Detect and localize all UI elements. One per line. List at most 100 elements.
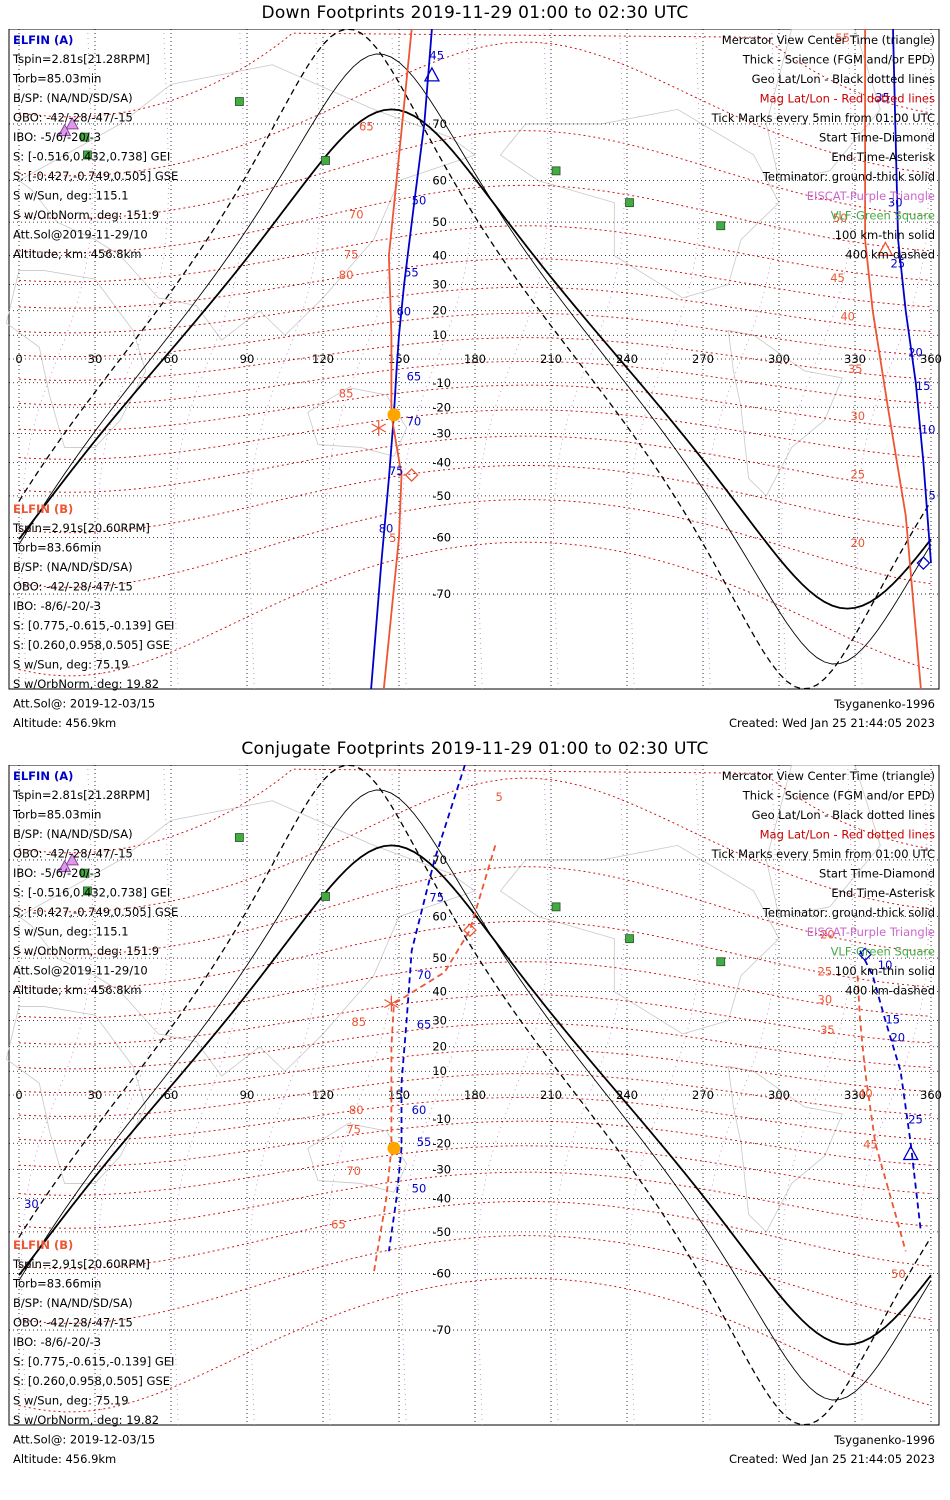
panel-1-title: Down Footprints 2019-11-29 01:00 to 02:3… (261, 3, 689, 23)
x-tick-label: 240 (616, 1088, 638, 1102)
y-tick-label: -10 (432, 376, 451, 390)
landmass-1 (5, 1006, 147, 1184)
mag-longitude-line (21, 29, 93, 690)
landmass-4 (727, 329, 843, 497)
vlf-square (80, 132, 90, 142)
legend-line: Thick - Science (FGM and/or EPD) (742, 789, 935, 803)
elfin-b-info-line: S: [0.260,0.958,0.505] GSE (13, 638, 170, 652)
elfin-a-time-tick: 30 (24, 1197, 39, 1211)
mag-latitude-line (18, 1145, 932, 1196)
mag-longitude-line (249, 29, 321, 690)
legend-line: Mag Lat/Lon - Red dotted lines (760, 92, 935, 106)
mag-longitude-line (173, 765, 245, 1426)
mag-latitude-line (18, 1277, 932, 1413)
elfin-b-time-tick: 65 (359, 120, 374, 134)
elfin-b-info-line: S: [0.775,-0.615,-0.139] GEI (13, 1355, 174, 1369)
elfin-b-info-line: Altitude: 456.9km (13, 716, 116, 730)
y-tick-label: 40 (432, 985, 447, 999)
mag-longitude-line (781, 765, 853, 1426)
sub-point-marker (387, 408, 401, 422)
elfin-a-time-tick: 65 (407, 369, 422, 383)
elfin-a-info-line: S w/OrbNorm, deg: 151.9 (13, 208, 159, 222)
elfin-b-info-line: Torb=83.66min (12, 541, 101, 555)
mag-longitude-line (21, 765, 93, 1426)
terminator-100km (18, 789, 932, 1401)
mag-latitude-line (18, 499, 932, 588)
x-tick-label: 360 (920, 1088, 942, 1102)
legend-line: EISCAT-Purple Triangle (807, 925, 935, 939)
legend-line: End Time-Asterisk (831, 150, 935, 164)
mag-longitude-line (401, 29, 473, 690)
y-tick-label: -70 (432, 1323, 451, 1337)
elfin-a-time-tick: 45 (429, 48, 444, 62)
elfin-b-time-tick: 40 (840, 310, 855, 324)
center-time-triangle (902, 1145, 919, 1161)
x-tick-label: 0 (15, 1088, 22, 1102)
legend-line: Tick Marks every 5min from 01:00 UTC (711, 847, 935, 861)
panel-2-title: Conjugate Footprints 2019-11-29 01:00 to… (241, 739, 709, 759)
elfin-b-time-tick: 25 (850, 467, 865, 481)
mag-latitude-line (18, 435, 932, 493)
mag-latitude-line (18, 994, 932, 1045)
elfin-b-info-line: B/SP: (NA/ND/SD/SA) (13, 560, 133, 574)
x-tick-label: 300 (768, 352, 790, 366)
mag-longitude-line (705, 29, 777, 690)
track-elfin-b (372, 845, 497, 1274)
elfin-a-time-tick: 10 (921, 422, 936, 436)
x-tick-label: 270 (692, 1088, 714, 1102)
elfin-b-time-tick: 45 (830, 271, 845, 285)
legend-line: End Time-Asterisk (831, 886, 935, 900)
landmass-5 (765, 29, 881, 182)
x-tick-label: 360 (920, 352, 942, 366)
elfin-a-time-tick: 20 (890, 1031, 905, 1045)
mag-longitude-line (477, 765, 549, 1426)
elfin-b-info-line: Altitude: 456.9km (13, 1452, 116, 1466)
elfin-b-info-line: OBO: -42/-28/-47/-15 (13, 1316, 133, 1330)
elfin-a-info-line: Att.Sol@2019-11-29/10 (13, 964, 148, 978)
y-tick-label: 20 (432, 1040, 447, 1054)
eiscat-triangle (65, 116, 80, 130)
vlf-square (321, 156, 330, 165)
start-time-diamond (858, 947, 873, 962)
mag-longitude-line (629, 29, 701, 690)
y-tick-label: 50 (432, 215, 447, 229)
elfin-b-time-tick: 80 (349, 1103, 364, 1117)
mag-latitude-line (18, 130, 932, 219)
y-tick-label: -50 (432, 489, 451, 503)
map-layer: 0 30 60 90 120 150 180 210 240 270 300 330 360 70 60 50… (5, 765, 942, 1426)
elfin-a-info-line: S: [-0.516,0.432,0.738] GEI (13, 886, 170, 900)
elfin-a-time-tick: 5 (928, 489, 935, 503)
legend-line: VLF-Green Square (831, 209, 935, 223)
elfin-a-time-tick: 75 (389, 464, 404, 478)
elfin-b-time-tick: 85 (339, 386, 354, 400)
mag-latitude-line (18, 41, 932, 177)
start-time-diamond (916, 556, 931, 570)
legend-line: Mag Lat/Lon - Red dotted lines (760, 828, 935, 842)
elfin-a-time-tick: 60 (412, 1103, 427, 1117)
created-timestamp: Created: Wed Jan 25 21:44:05 2023 (729, 1452, 935, 1466)
terminator-100km (18, 53, 932, 665)
mag-latitude-line (18, 1235, 932, 1324)
terminator-400km (18, 29, 932, 690)
y-tick-label: 10 (432, 1064, 447, 1078)
mag-latitude-line (18, 920, 932, 989)
elfin-a-info-line: Altitude, km: 456.8km (13, 983, 141, 997)
y-tick-label: 60 (432, 910, 447, 924)
legend-line: VLF-Green Square (831, 945, 935, 959)
landmass-0 (18, 64, 476, 341)
elfin-a-time-tick: 15 (916, 379, 931, 393)
landmass-0 (18, 800, 476, 1077)
elfin-a-info-line: Torb=85.03min (12, 808, 101, 822)
x-tick-label: 0 (15, 352, 22, 366)
elfin-a-time-tick: 70 (407, 414, 422, 428)
y-tick-label: 30 (432, 1014, 447, 1028)
x-tick-label: 30 (88, 1088, 103, 1102)
x-tick-label: 90 (240, 1088, 255, 1102)
elfin-b-info-line: S w/Sun, deg: 75.19 (13, 1394, 129, 1408)
track-elfin-a (388, 765, 466, 1252)
elfin-b-time-tick: 35 (848, 362, 863, 376)
elfin-a-info-line: S: [-0.427,-0.749,0.505] GSE (13, 905, 178, 919)
text-overlays: ELFIN (A) Tspin=2.81s[21.28RPM] Torb=85.03… (12, 769, 935, 1466)
legend-line: EISCAT-Purple Triangle (807, 189, 935, 203)
x-tick-label: 60 (164, 352, 179, 366)
